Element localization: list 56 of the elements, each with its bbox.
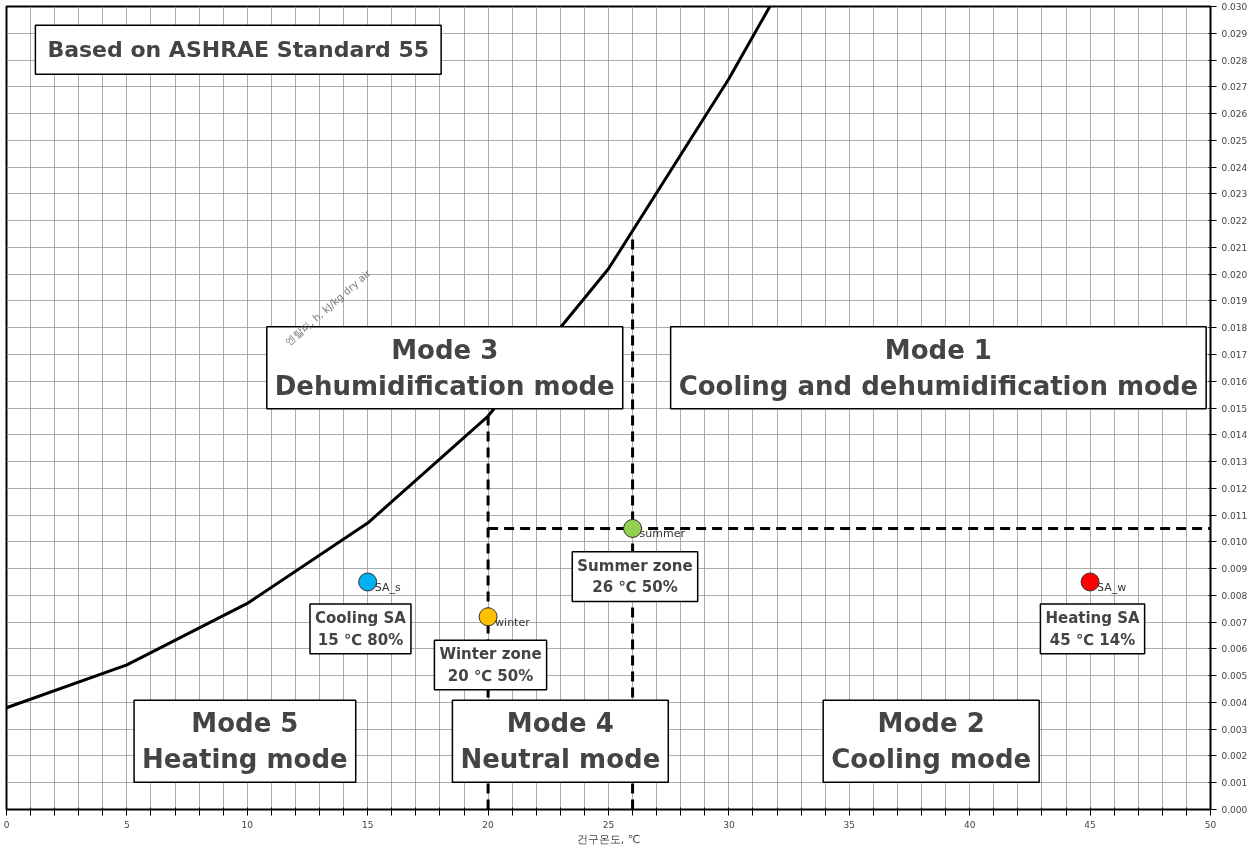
y-tick-label: 0.023: [1221, 189, 1248, 200]
text: Based on ASHRAE Standard 55: [47, 37, 430, 63]
annotation: Heating SA 45 ℃ 14%: [1045, 609, 1140, 649]
y-tick-label: 0.024: [1221, 162, 1248, 173]
y-tick-label: 0.027: [1221, 82, 1248, 93]
y-tick-label: 0.008: [1221, 590, 1248, 601]
y-tick-label: 0.010: [1221, 537, 1248, 548]
y-tick-label: 0.020: [1221, 269, 1248, 280]
y-tick-label: 0.019: [1221, 296, 1248, 307]
y-tick-label: 0.028: [1221, 55, 1248, 66]
x-tick-label: 10: [241, 819, 254, 830]
data-label: SA_s: [374, 580, 401, 594]
y-tick-label: 0.018: [1221, 323, 1248, 334]
y-tick-label: 0.015: [1221, 403, 1248, 414]
y-tick-label: 0.030: [1221, 2, 1248, 12]
x-tick-label: 15: [361, 819, 374, 830]
x-tick-label: 45: [1084, 819, 1096, 830]
y-tick-label: 0.011: [1221, 510, 1248, 521]
annotation: Mode 2 Cooling mode: [831, 708, 1032, 775]
y-tick-label: 0.012: [1221, 483, 1248, 494]
y-tick-label: 0.025: [1221, 135, 1248, 146]
y-tick-label: 0.026: [1221, 109, 1248, 120]
x-tick-label: 25: [602, 819, 615, 830]
annotation: Cooling SA 15 ℃ 80%: [315, 609, 407, 649]
x-tick-label: 50: [1204, 819, 1217, 830]
data-label: winter: [495, 615, 531, 629]
x-tick-label: 5: [124, 819, 130, 830]
annotation: Mode 5 Heating mode: [142, 708, 348, 775]
annotation: Mode 4 Neutral mode: [460, 708, 661, 775]
y-tick-label: 0.013: [1221, 457, 1248, 468]
y-tick-label: 0.029: [1221, 28, 1248, 39]
x-axis-title: 건구온도, ℃: [576, 832, 641, 846]
y-tick-label: 0.002: [1221, 751, 1248, 762]
y-tick-label: 0.007: [1221, 617, 1248, 628]
y-tick-label: 0.006: [1221, 644, 1248, 655]
y-tick-label: 0.022: [1221, 216, 1248, 227]
x-tick-label: 40: [963, 819, 976, 830]
x-tick-label: 30: [723, 819, 735, 830]
data-label: summer: [639, 527, 686, 541]
y-tick-label: 0.021: [1221, 242, 1248, 253]
y-tick-label: 0.005: [1221, 671, 1248, 682]
x-tick-label: 35: [843, 819, 856, 830]
y-tick-label: 0.016: [1221, 376, 1248, 387]
y-tick-label: 0.009: [1221, 564, 1248, 575]
y-tick-label: 0.017: [1221, 349, 1248, 360]
annotation: Winter zone 20 ℃ 50%: [439, 645, 542, 685]
annotation: Mode 1 Cooling and dehumidification mode: [678, 334, 1199, 401]
y-tick-label: 0.001: [1221, 778, 1248, 789]
y-tick-label: 0.004: [1221, 697, 1248, 708]
y-tick-label: 0.000: [1221, 805, 1248, 815]
data-label: SA_w: [1097, 580, 1127, 594]
y-tick-label: 0.003: [1221, 724, 1248, 735]
x-tick-label: 20: [482, 819, 495, 830]
x-tick-label: 0: [3, 819, 10, 830]
y-tick-label: 0.014: [1221, 430, 1248, 441]
annotation: Summer zone 26 ℃ 50%: [577, 556, 693, 597]
